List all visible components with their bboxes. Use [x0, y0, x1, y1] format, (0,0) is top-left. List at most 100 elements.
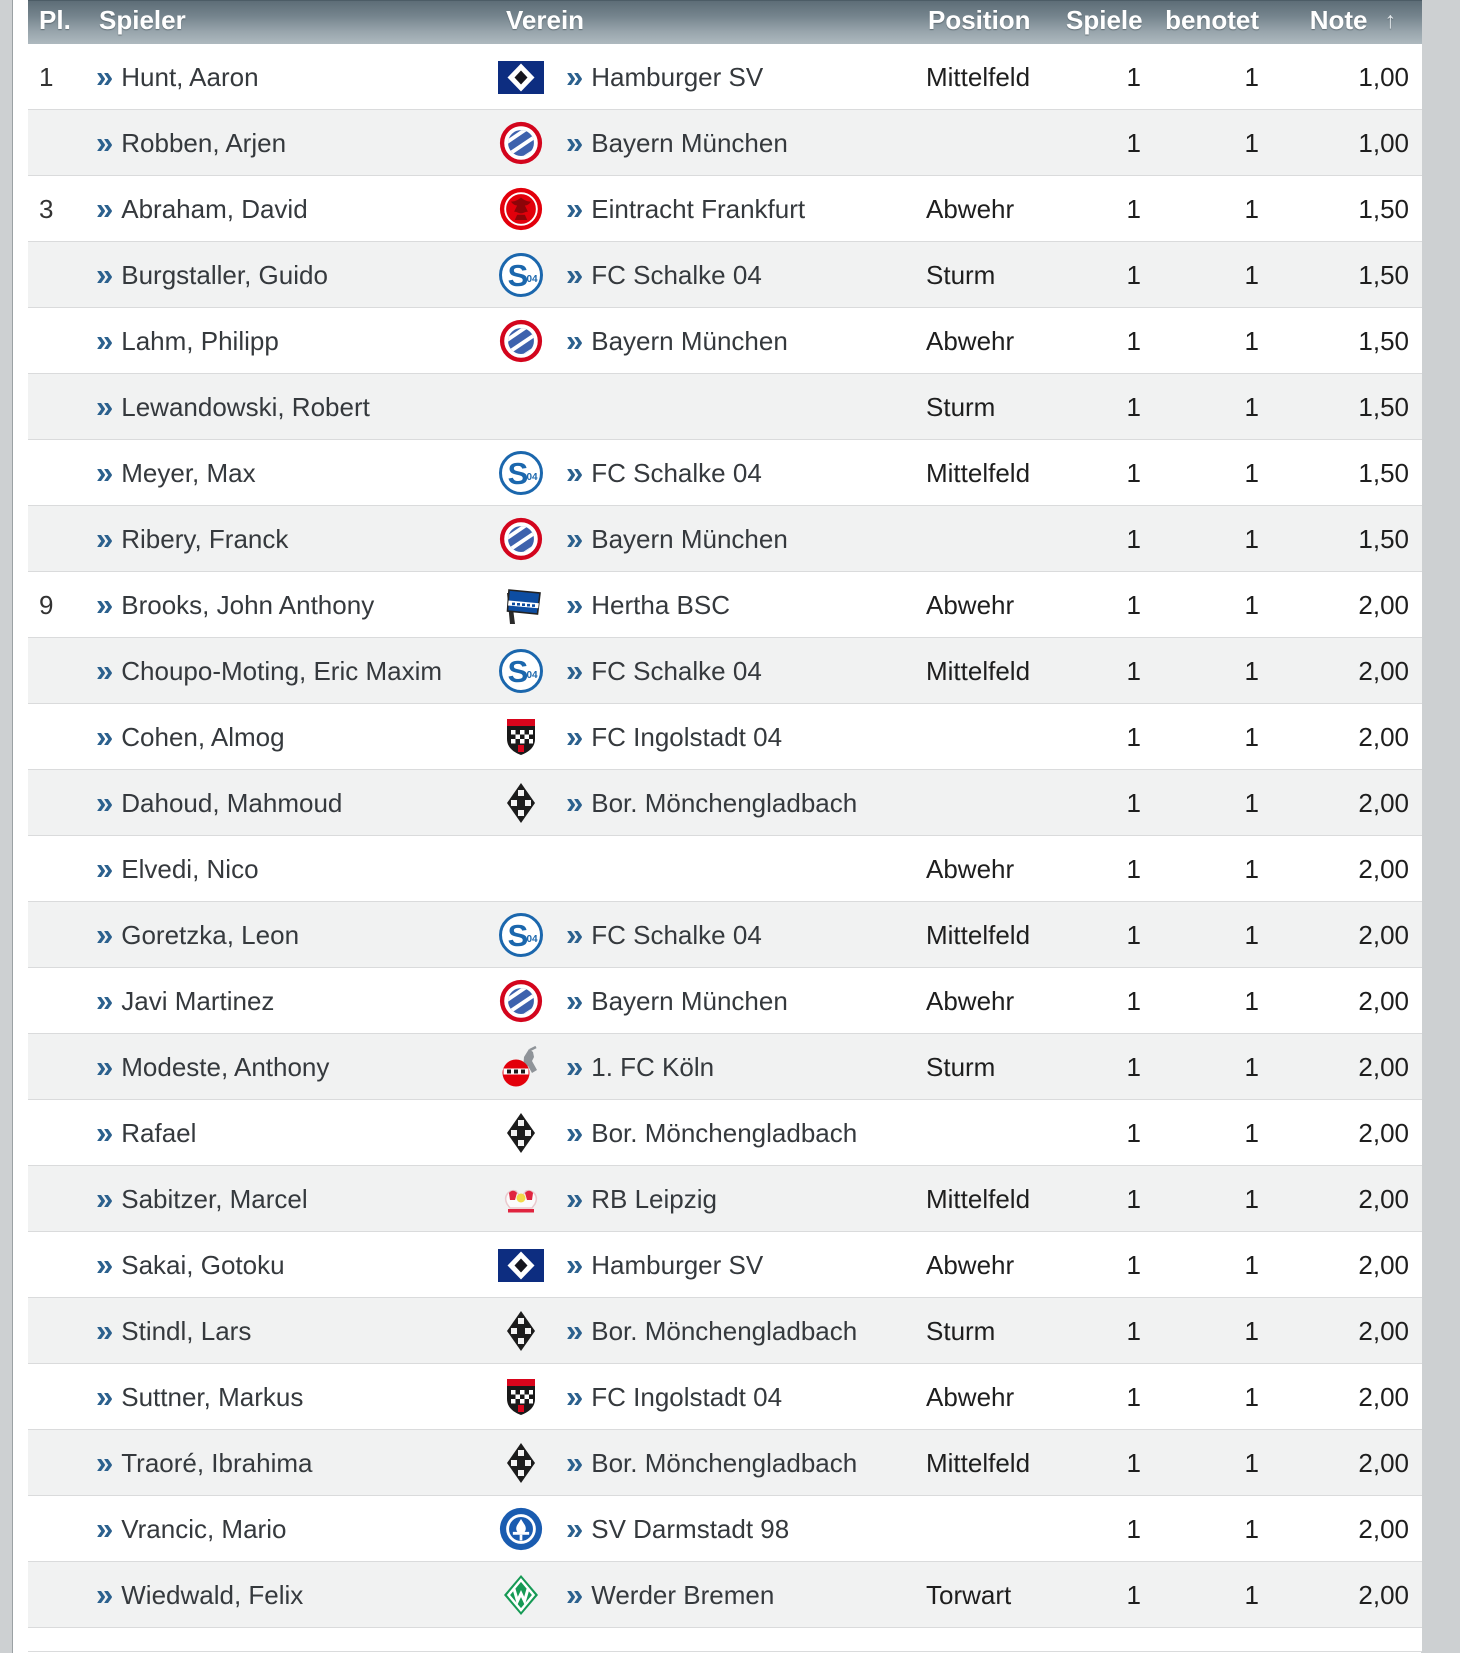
spiele-value: 1 — [1126, 721, 1141, 752]
col-header-spieler[interactable]: Spieler — [99, 5, 186, 35]
fc-schalke-04-logo[interactable]: S 04 — [489, 440, 553, 506]
eintracht-frankfurt-logo[interactable] — [489, 176, 553, 242]
club-link[interactable]: Bayern München — [591, 325, 788, 356]
spiele-value: 1 — [1126, 193, 1141, 224]
player-link[interactable]: Dahoud, Mahmoud — [121, 787, 343, 818]
fc-ingolstadt-04-logo[interactable] — [489, 1364, 553, 1430]
club-link[interactable]: FC Ingolstadt 04 — [591, 721, 783, 752]
note-value: 2,00 — [1358, 1051, 1409, 1082]
club-link[interactable]: FC Schalke 04 — [591, 655, 762, 686]
player-cell: » Wiedwald, Felix — [96, 1579, 489, 1611]
player-link[interactable]: Suttner, Markus — [121, 1381, 304, 1412]
club-link[interactable]: FC Schalke 04 — [591, 457, 762, 488]
player-link[interactable]: Robben, Arjen — [121, 127, 287, 158]
player-link[interactable]: Hunt, Aaron — [121, 61, 259, 92]
player-link[interactable]: Traoré, Ibrahima — [121, 1447, 313, 1478]
club-link[interactable]: Eintracht Frankfurt — [591, 193, 806, 224]
player-link[interactable]: Lewandowski, Robert — [121, 391, 370, 422]
player-link[interactable]: Javi Martinez — [121, 985, 275, 1016]
player-link[interactable]: Rafael — [121, 1117, 197, 1148]
player-link[interactable]: Cohen, Almog — [121, 721, 285, 752]
col-header-benotet[interactable]: benotet — [1165, 5, 1259, 35]
player-link[interactable]: Sabitzer, Marcel — [121, 1183, 308, 1214]
club-link[interactable]: Hamburger SV — [591, 1249, 764, 1280]
club-link[interactable]: FC Schalke 04 — [591, 919, 762, 950]
bayern-muenchen-logo[interactable] — [489, 506, 553, 572]
club-link[interactable]: Bor. Mönchengladbach — [591, 1315, 858, 1346]
benotet-value: 1 — [1244, 391, 1259, 422]
fc-koeln-logo[interactable] — [489, 1034, 553, 1100]
club-link[interactable]: Bayern München — [591, 523, 788, 554]
club-link[interactable]: Bor. Mönchengladbach — [591, 1117, 858, 1148]
club-link[interactable]: Hamburger SV — [591, 61, 764, 92]
player-link[interactable]: Ribery, Franck — [121, 523, 289, 554]
link-arrow-icon: » — [96, 719, 113, 754]
link-arrow-icon: » — [566, 1181, 583, 1216]
club-cell: » FC Schalke 04 — [553, 457, 926, 489]
fc-ingolstadt-04-logo[interactable] — [489, 704, 553, 770]
rb-leipzig-logo[interactable] — [489, 1166, 553, 1232]
borussia-moenchengladbach-logo[interactable] — [489, 1298, 553, 1364]
player-link[interactable]: Elvedi, Nico — [121, 853, 259, 884]
werder-bremen-logo[interactable] — [489, 1562, 553, 1628]
sort-up-arrow-icon[interactable]: ↑ — [1384, 7, 1397, 33]
hertha-bsc-logo[interactable] — [489, 572, 553, 638]
sv-darmstadt-98-logo[interactable] — [489, 1496, 553, 1562]
player-cell: » Vrancic, Mario — [96, 1513, 489, 1545]
player-link[interactable]: Modeste, Anthony — [121, 1051, 330, 1082]
link-arrow-icon: » — [566, 59, 583, 94]
player-link[interactable]: Wiedwald, Felix — [121, 1579, 304, 1610]
club-link[interactable]: Bayern München — [591, 127, 788, 158]
spiele-value: 1 — [1126, 787, 1141, 818]
benotet-value: 1 — [1244, 655, 1259, 686]
bayern-muenchen-logo[interactable] — [489, 968, 553, 1034]
col-header-pl[interactable]: Pl. — [39, 5, 71, 35]
player-link[interactable]: Choupo-Moting, Eric Maxim — [121, 655, 443, 686]
club-link[interactable]: Bor. Mönchengladbach — [591, 1447, 858, 1478]
player-link[interactable]: Burgstaller, Guido — [121, 259, 328, 290]
col-header-verein[interactable]: Verein — [506, 5, 585, 35]
club-link[interactable]: Bor. Mönchengladbach — [591, 787, 858, 818]
player-link[interactable]: Lahm, Philipp — [121, 325, 279, 356]
benotet-value: 1 — [1244, 721, 1259, 752]
bayern-muenchen-logo[interactable] — [489, 308, 553, 374]
player-link[interactable]: Goretzka, Leon — [121, 919, 300, 950]
borussia-moenchengladbach-logo[interactable] — [489, 770, 553, 836]
fc-schalke-04-logo[interactable]: S 04 — [489, 638, 553, 704]
club-link[interactable]: 1. FC Köln — [591, 1051, 715, 1082]
col-header-note[interactable]: Note ↑ — [1259, 1, 1422, 35]
player-link[interactable]: Abraham, David — [121, 193, 308, 224]
fc-schalke-04-logo[interactable]: S 04 — [489, 902, 553, 968]
club-link[interactable]: Bayern München — [591, 985, 788, 1016]
link-arrow-icon: » — [96, 389, 113, 424]
link-arrow-icon: » — [566, 983, 583, 1018]
club-link[interactable]: FC Ingolstadt 04 — [591, 1381, 783, 1412]
table-row: » Modeste, Anthony » 1. FC Köln Sturm 1 … — [28, 1034, 1422, 1100]
col-header-position[interactable]: Position — [928, 5, 1031, 35]
player-link[interactable]: Meyer, Max — [121, 457, 256, 488]
fc-schalke-04-logo[interactable]: S 04 — [489, 242, 553, 308]
benotet-value: 1 — [1244, 193, 1259, 224]
club-link[interactable]: Werder Bremen — [591, 1579, 775, 1610]
player-link[interactable]: Stindl, Lars — [121, 1315, 252, 1346]
player-link[interactable]: Sakai, Gotoku — [121, 1249, 285, 1280]
col-header-note-label[interactable]: Note — [1309, 5, 1368, 35]
club-link[interactable]: FC Schalke 04 — [591, 259, 762, 290]
position-value: Sturm — [926, 1051, 996, 1082]
player-cell: » Traoré, Ibrahima — [96, 1447, 489, 1479]
club-link[interactable]: Hertha BSC — [591, 589, 730, 620]
club-link[interactable]: RB Leipzig — [591, 1183, 717, 1214]
club-link[interactable]: SV Darmstadt 98 — [591, 1513, 790, 1544]
link-arrow-icon: » — [96, 521, 113, 556]
player-link[interactable]: Brooks, John Anthony — [121, 589, 375, 620]
player-link[interactable]: Vrancic, Mario — [121, 1513, 287, 1544]
player-cell: » Hunt, Aaron — [96, 61, 489, 93]
col-header-spiele[interactable]: Spiele — [1066, 5, 1143, 35]
borussia-moenchengladbach-logo[interactable] — [489, 1430, 553, 1496]
club-cell: » Werder Bremen — [553, 1579, 926, 1611]
note-value: 2,00 — [1358, 853, 1409, 884]
borussia-moenchengladbach-logo[interactable] — [489, 1100, 553, 1166]
hamburger-sv-logo[interactable] — [489, 1232, 553, 1298]
bayern-muenchen-logo[interactable] — [489, 110, 553, 176]
hamburger-sv-logo[interactable] — [489, 44, 553, 110]
